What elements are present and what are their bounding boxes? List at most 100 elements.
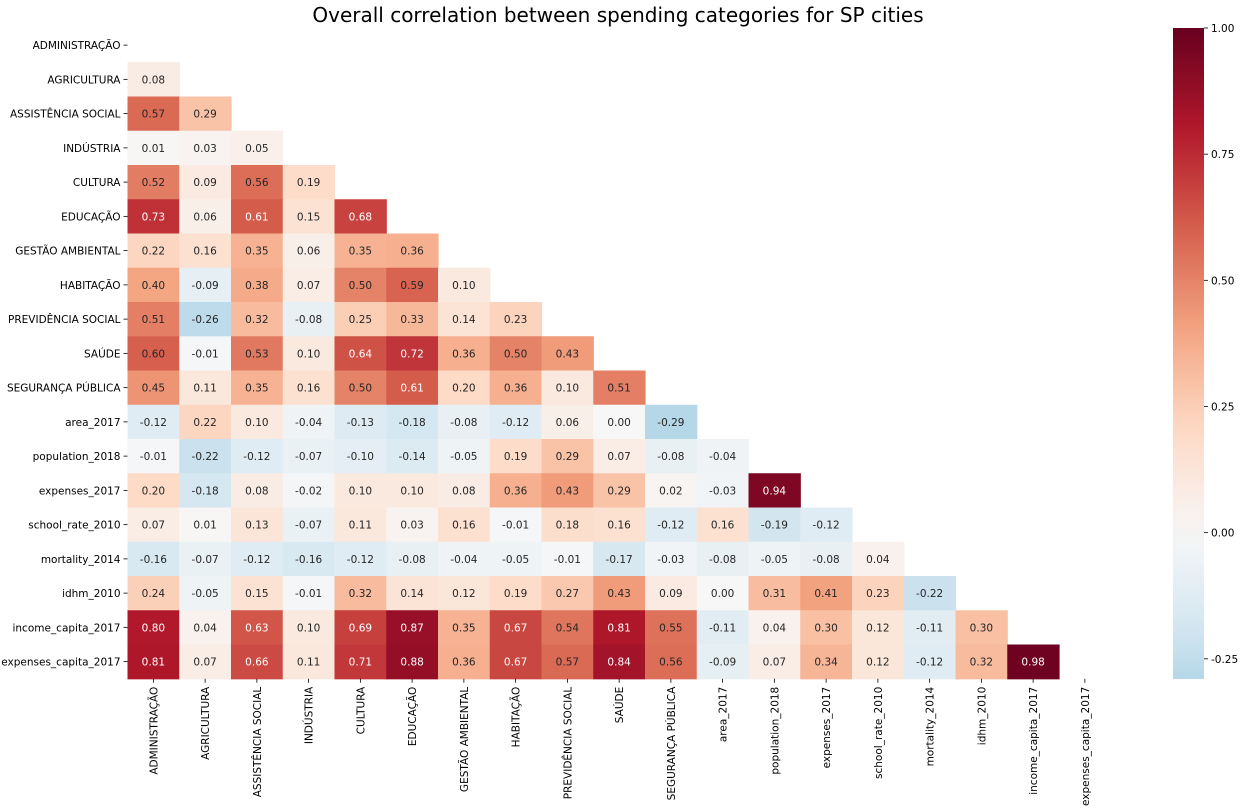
heatmap-cell <box>282 610 336 646</box>
cell-value-label: 0.32 <box>245 314 268 326</box>
cell-value-label: 0.11 <box>349 520 372 532</box>
heatmap-cell <box>645 473 698 509</box>
colorbar-tick-label: -0.25 <box>1211 654 1238 666</box>
heatmap-cell <box>489 336 543 372</box>
cell-value-label: 0.66 <box>245 657 269 669</box>
heatmap-cell <box>127 576 180 611</box>
heatmap-cell <box>282 267 336 303</box>
heatmap-cell <box>231 644 284 680</box>
cell-value-label: 0.10 <box>556 383 579 395</box>
colorbar-tick-label: 0.75 <box>1211 149 1234 161</box>
heatmap-cell <box>282 576 336 611</box>
cell-value-label: 0.67 <box>504 657 527 669</box>
heatmap-cell <box>593 541 646 577</box>
heatmap-cell <box>386 576 439 611</box>
heatmap-cell <box>179 610 232 646</box>
heatmap-cell <box>903 610 957 646</box>
cell-value-label: 0.72 <box>400 348 423 360</box>
cell-value-label: 0.57 <box>142 109 165 121</box>
cell-value-label: 0.07 <box>607 451 630 463</box>
cell-value-label: 0.06 <box>556 417 580 429</box>
heatmap-cell <box>438 576 491 611</box>
cell-value-label: -0.26 <box>192 314 219 326</box>
heatmap-cell <box>386 610 439 646</box>
heatmap-cell <box>127 165 180 200</box>
cell-value-label: 0.19 <box>504 588 527 600</box>
cell-value-label: 0.07 <box>142 520 165 532</box>
heatmap-cell <box>386 439 439 474</box>
heatmap-cell <box>438 473 491 509</box>
cell-value-label: 0.45 <box>142 383 165 395</box>
heatmap-cell <box>334 267 387 303</box>
cell-value-label: -0.08 <box>657 451 684 463</box>
row-label: SAÚDE <box>84 347 120 360</box>
row-label: GESTÃO AMBIENTAL <box>15 245 120 258</box>
cell-value-label: -0.01 <box>554 554 581 566</box>
heatmap-cell <box>489 302 543 337</box>
cell-value-label: 0.03 <box>193 143 216 155</box>
cell-value-label: 0.27 <box>556 588 579 600</box>
cell-value-label: 0.35 <box>245 246 268 258</box>
cell-value-label: 0.50 <box>504 348 527 360</box>
heatmap-cell <box>386 267 439 303</box>
heatmap-cell <box>127 404 180 440</box>
column-label: GESTÃO AMBIENTAL <box>458 687 471 792</box>
heatmap-cell <box>231 576 284 611</box>
column-label: SEGURANÇA PÚBLICA <box>665 686 678 800</box>
heatmap-cell <box>282 541 336 577</box>
cell-value-label: 0.06 <box>193 211 217 223</box>
cell-value-label: 0.40 <box>142 280 165 292</box>
cell-value-label: 0.00 <box>607 417 630 429</box>
column-label: ADMINISTRAÇÃO <box>147 687 160 775</box>
heatmap-cell <box>386 233 439 269</box>
heatmap-cell <box>593 404 646 440</box>
heatmap-cell <box>127 233 180 269</box>
column-label: ASSISTÊNCIA SOCIAL <box>251 687 264 798</box>
cell-value-label: -0.01 <box>502 520 529 532</box>
cell-value-label: 0.10 <box>297 622 320 634</box>
cell-value-label: 0.11 <box>297 657 320 669</box>
cell-value-label: 0.35 <box>452 622 475 634</box>
cell-value-label: 0.07 <box>763 657 786 669</box>
cell-value-label: 0.55 <box>659 622 682 634</box>
heatmap-cell <box>438 507 491 543</box>
cell-value-label: 0.51 <box>607 383 630 395</box>
heatmap-cell <box>489 610 543 646</box>
heatmap-cell <box>438 404 491 440</box>
cell-value-label: -0.03 <box>709 485 736 497</box>
row-label: expenses_2017 <box>39 485 121 497</box>
cell-value-label: 0.12 <box>452 588 475 600</box>
heatmap-cell <box>127 267 180 303</box>
cell-value-label: -0.04 <box>450 554 477 566</box>
column-label: expenses_capita_2017 <box>1080 687 1092 806</box>
heatmap-cell <box>438 439 491 474</box>
cell-value-label: -0.11 <box>916 622 943 634</box>
cell-value-label: 0.22 <box>193 417 216 429</box>
cell-value-label: 0.18 <box>556 520 579 532</box>
cell-value-label: 0.57 <box>556 657 579 669</box>
cell-value-label: 0.36 <box>504 485 528 497</box>
heatmap-cell <box>541 370 594 406</box>
heatmap-cell <box>541 541 594 577</box>
cell-value-label: 0.50 <box>349 280 372 292</box>
cell-value-label: 0.59 <box>400 280 423 292</box>
heatmap-cell <box>231 336 284 372</box>
heatmap-cell <box>541 404 594 440</box>
cell-value-label: 0.56 <box>245 177 269 189</box>
heatmap-cell <box>127 541 180 577</box>
cell-value-label: -0.14 <box>399 451 426 463</box>
cell-value-label: 0.29 <box>556 451 579 463</box>
column-label: SAÚDE <box>613 687 626 723</box>
cell-value-label: 0.10 <box>452 280 475 292</box>
heatmap-cell <box>593 439 646 474</box>
cell-value-label: -0.05 <box>761 554 788 566</box>
cell-value-label: 0.16 <box>297 383 321 395</box>
cell-value-label: 0.35 <box>245 383 268 395</box>
cell-value-label: 0.64 <box>349 348 373 360</box>
row-label: income_capita_2017 <box>12 622 120 634</box>
heatmap-cell <box>282 336 336 372</box>
row-label: ASSISTÊNCIA SOCIAL <box>10 108 121 121</box>
heatmap-cell <box>800 610 853 646</box>
cell-value-label: 0.24 <box>142 588 166 600</box>
cell-value-label: -0.01 <box>140 451 167 463</box>
